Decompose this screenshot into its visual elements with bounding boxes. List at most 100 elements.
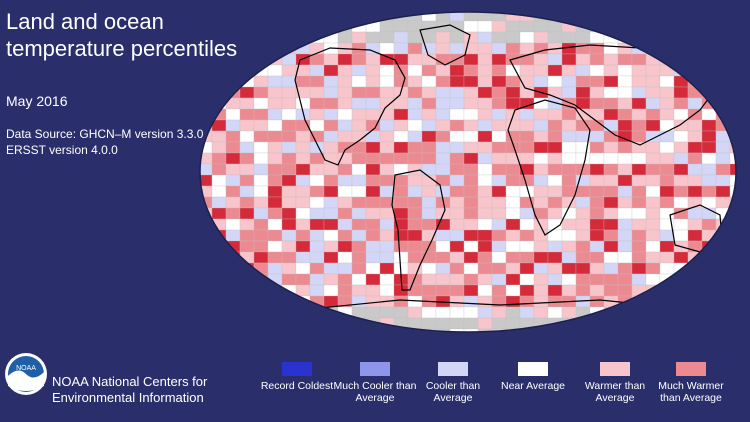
- legend: Record Coldest Much Cooler than Average …: [0, 362, 750, 422]
- grid-cell: [645, 152, 661, 165]
- grid-cell: [463, 152, 479, 165]
- grid-cell: [729, 251, 736, 264]
- grid-cell: [337, 240, 353, 253]
- grid-cell: [365, 97, 381, 110]
- grid-cell: [589, 196, 605, 209]
- grid-cell: [715, 141, 731, 154]
- grid-cell: [393, 53, 409, 66]
- grid-cell: [715, 86, 731, 99]
- grid-cell: [225, 42, 241, 55]
- grid-cell: [253, 20, 269, 33]
- grid-cell: [211, 240, 227, 253]
- grid-cell: [463, 185, 479, 198]
- grid-cell: [477, 229, 493, 242]
- grid-cell: [435, 119, 451, 132]
- grid-cell: [449, 218, 465, 231]
- grid-cell: [589, 240, 605, 253]
- grid-cell: [729, 20, 736, 33]
- grid-cell: [351, 229, 367, 242]
- grid-cell: [575, 207, 591, 220]
- grid-cell: [407, 306, 423, 319]
- grid-cell: [239, 108, 255, 121]
- grid-cell: [477, 273, 493, 286]
- grid-cell: [379, 218, 395, 231]
- grid-cell: [729, 119, 736, 132]
- grid-cell: [365, 31, 381, 44]
- grid-cell: [295, 174, 311, 187]
- grid-cell: [435, 152, 451, 165]
- grid-cell: [463, 273, 479, 286]
- grid-cell: [673, 119, 689, 132]
- grid-cell: [603, 20, 619, 33]
- grid-cell: [603, 328, 619, 332]
- grid-cell: [365, 251, 381, 264]
- grid-cell: [253, 284, 269, 297]
- grid-cell: [477, 141, 493, 154]
- grid-cell: [589, 12, 605, 22]
- grid-cell: [463, 229, 479, 242]
- grid-cell: [379, 240, 395, 253]
- grid-cell: [281, 218, 297, 231]
- south-america: [391, 169, 446, 291]
- grid-cell: [211, 284, 227, 297]
- grid-cell: [729, 97, 736, 110]
- grid-cell: [463, 86, 479, 99]
- grid-cell: [449, 86, 465, 99]
- grid-cell: [673, 75, 689, 88]
- grid-cell: [589, 284, 605, 297]
- grid-cell: [200, 284, 213, 297]
- grid-cell: [575, 75, 591, 88]
- grid-cell: [631, 31, 647, 44]
- grid-cell: [393, 75, 409, 88]
- grid-cell: [687, 328, 703, 332]
- grid-cell: [365, 218, 381, 231]
- grid-cell: [253, 317, 269, 330]
- grid-cell: [701, 42, 717, 55]
- grid-cell: [281, 317, 297, 330]
- grid-cell: [393, 185, 409, 198]
- grid-cell: [603, 12, 619, 22]
- grid-cell: [505, 240, 521, 253]
- grid-cell: [659, 141, 675, 154]
- grid-cell: [533, 295, 549, 308]
- grid-cell: [673, 273, 689, 286]
- grid-cell: [687, 185, 703, 198]
- grid-cell: [351, 152, 367, 165]
- grid-cell: [421, 97, 437, 110]
- africa: [507, 99, 591, 236]
- grid-cell: [687, 130, 703, 143]
- grid-cell: [211, 86, 227, 99]
- grid-cell: [589, 53, 605, 66]
- grid-cell: [239, 295, 255, 308]
- grid-cell: [267, 130, 283, 143]
- grid-cell: [491, 174, 507, 187]
- grid-cell: [729, 64, 736, 77]
- grid-cell: [505, 75, 521, 88]
- grid-cell: [309, 174, 325, 187]
- grid-cell: [659, 97, 675, 110]
- grid-cell: [281, 152, 297, 165]
- grid-cell: [435, 284, 451, 297]
- legend-label: Record Coldest: [260, 380, 334, 392]
- grid-cell: [701, 108, 717, 121]
- grid-cell: [491, 141, 507, 154]
- grid-cell: [645, 218, 661, 231]
- legend-swatch: [676, 362, 706, 376]
- grid-cell: [365, 306, 381, 319]
- grid-cell: [645, 97, 661, 110]
- grid-cell: [617, 64, 633, 77]
- grid-cell: [200, 42, 213, 55]
- grid-cell: [393, 207, 409, 220]
- grid-cell: [449, 284, 465, 297]
- grid-cell: [449, 196, 465, 209]
- grid-cell: [295, 141, 311, 154]
- eurasia: [509, 44, 721, 146]
- grid-cell: [631, 273, 647, 286]
- grid-cell: [309, 328, 325, 332]
- grid-cell: [435, 273, 451, 286]
- grid-cell: [631, 53, 647, 66]
- grid-cell: [379, 119, 395, 132]
- grid-cell: [505, 284, 521, 297]
- grid-cell: [617, 284, 633, 297]
- grid-cell: [365, 53, 381, 66]
